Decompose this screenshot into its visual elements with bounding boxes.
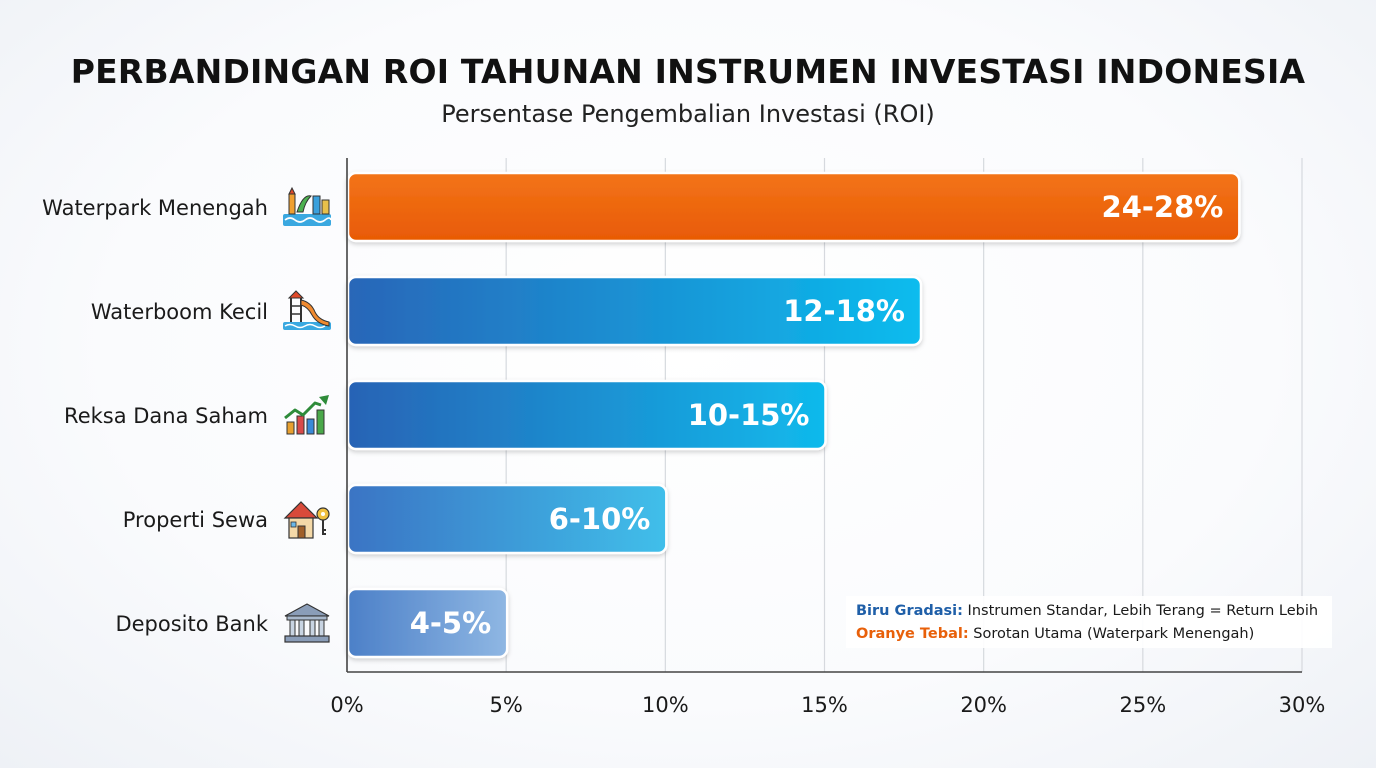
- category-label: Reksa Dana Saham: [64, 404, 268, 428]
- x-tick-label: 15%: [801, 693, 848, 717]
- stock-chart-icon: [284, 395, 329, 435]
- waterslide-icon: [283, 290, 331, 330]
- category-label: Deposito Bank: [115, 612, 268, 636]
- data-label: 24-28%: [1102, 190, 1224, 224]
- legend-item-blue: Biru Gradasi: Instrumen Standar, Lebih T…: [856, 600, 1322, 623]
- x-tick-label: 0%: [330, 693, 363, 717]
- x-tick-label: 20%: [960, 693, 1007, 717]
- chart-title: PERBANDINGAN ROI TAHUNAN INSTRUMEN INVES…: [70, 52, 1306, 91]
- legend-text-blue: Instrumen Standar, Lebih Terang = Return…: [962, 603, 1319, 619]
- data-label: 6-10%: [549, 502, 651, 536]
- legend-key-blue: Biru Gradasi:: [856, 603, 963, 619]
- category-label: Waterpark Menengah: [42, 196, 268, 220]
- x-tick-label: 10%: [642, 693, 689, 717]
- legend-item-orange: Oranye Tebal: Sorotan Utama (Waterpark M…: [856, 623, 1322, 646]
- x-tick-label: 30%: [1279, 693, 1326, 717]
- data-label: 10-15%: [688, 398, 810, 432]
- category-label: Waterboom Kecil: [91, 300, 268, 324]
- category-label: Properti Sewa: [123, 508, 268, 532]
- bar-reksa-dana-saham: [346, 379, 827, 451]
- legend-text-orange: Sorotan Utama (Waterpark Menengah): [968, 626, 1255, 642]
- bar-waterpark-menengah: [346, 171, 1241, 243]
- legend-key-orange: Oranye Tebal:: [856, 626, 969, 642]
- bar-deposito-bank: [346, 587, 509, 659]
- x-tick-label: 25%: [1119, 693, 1166, 717]
- waterpark-icon: [283, 186, 332, 226]
- bar-waterboom-kecil: [346, 275, 923, 347]
- data-label: 4-5%: [410, 606, 491, 640]
- data-label: 12-18%: [783, 294, 905, 328]
- bank-icon: [284, 603, 330, 643]
- house-key-icon: [283, 501, 330, 539]
- bar-properti-sewa: [346, 483, 668, 555]
- chart-subtitle: Persentase Pengembalian Investasi (ROI): [441, 100, 935, 128]
- chart-legend: Biru Gradasi: Instrumen Standar, Lebih T…: [846, 596, 1332, 648]
- x-tick-label: 5%: [490, 693, 523, 717]
